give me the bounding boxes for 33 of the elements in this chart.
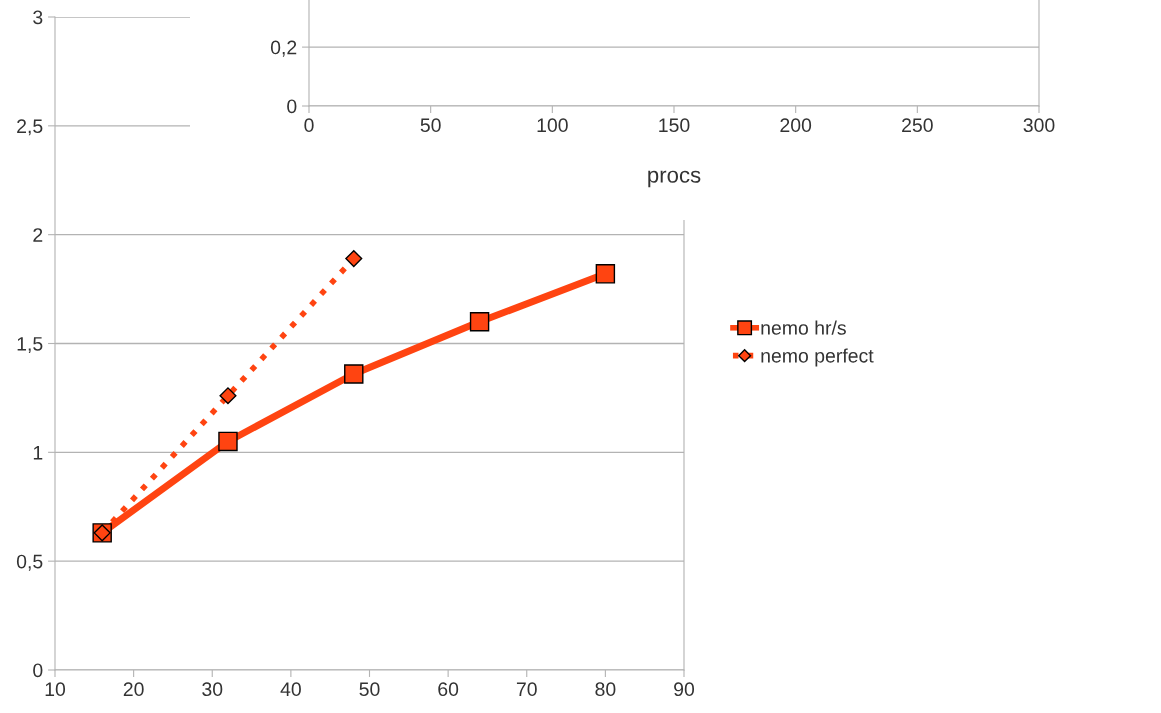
x-tick-label: 300 [1023, 118, 1055, 133]
x-tick-label: 250 [902, 118, 933, 133]
y-tick-label: 0,2 [270, 40, 297, 57]
x-tick-label: 100 [537, 118, 568, 133]
x-tick-label: 0 [304, 118, 314, 133]
x-tick-label: 200 [780, 118, 812, 133]
x-tick-label: 30 [202, 682, 223, 697]
x-tick-label: 20 [123, 682, 144, 697]
x-tick-label: 10 [45, 682, 66, 697]
x-tick-label: 150 [659, 118, 690, 133]
x-tick-label: 50 [420, 118, 441, 133]
x-tick-label: 40 [280, 682, 301, 697]
x-tick-label: 70 [516, 682, 537, 697]
x-tick-label: 90 [674, 682, 695, 697]
y-tick-label: 1 [33, 446, 43, 460]
y-tick-label: 0,5 [16, 554, 43, 571]
point [345, 250, 363, 268]
y-tick-label: 3 [33, 10, 43, 25]
x-tick-label: 80 [595, 682, 616, 697]
x-axis-title: procs [648, 170, 701, 188]
point [595, 264, 616, 284]
y-tick-label: 1,5 [17, 337, 43, 354]
legend-label: nemo perfect [761, 348, 874, 367]
y-tick-label: 0 [33, 663, 43, 678]
y-tick-label: 2 [33, 228, 43, 242]
point [218, 431, 238, 452]
point [219, 387, 237, 405]
x-tick-label: 50 [359, 682, 380, 697]
x-tick-label: 60 [438, 682, 459, 697]
legend-label: nemo hr/s [761, 320, 846, 335]
point [469, 312, 490, 332]
y-tick-label: 2,5 [17, 119, 43, 136]
point [344, 364, 364, 384]
